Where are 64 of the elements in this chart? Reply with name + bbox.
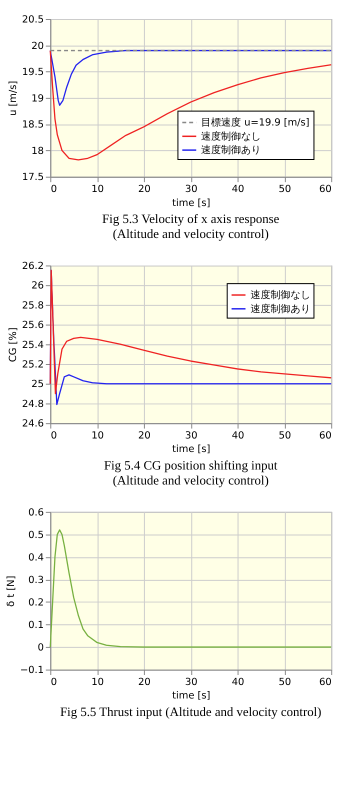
- y-tick-label: 24.8: [22, 398, 44, 410]
- x-tick-label: 50: [278, 676, 292, 688]
- x-tick-label: 0: [50, 184, 58, 196]
- line-series: [50, 50, 332, 106]
- y-tick-label: 0: [38, 642, 44, 654]
- x-tick-label: 60: [319, 430, 332, 442]
- x-tick-label: 40: [232, 430, 244, 442]
- y-tick-label: 18: [31, 146, 44, 157]
- y-tick-label: 25.8: [22, 300, 44, 312]
- legend-label: 速度制御あり: [250, 302, 310, 315]
- legend-label: 目標速度 u=19.9 [m/s]: [201, 116, 310, 128]
- y-tick-label: 26: [31, 280, 44, 292]
- y-tick-label: 0.3: [28, 574, 44, 586]
- y-tick-label: 25.6: [22, 320, 44, 332]
- x-tick-label: 20: [138, 676, 151, 688]
- x-tick-label: 10: [91, 430, 104, 442]
- legend-label: 速度制御なし: [201, 130, 262, 142]
- y-axis-title: CG [%]: [8, 327, 19, 362]
- y-axis-title: u [m/s]: [8, 80, 19, 116]
- x-axis-title: time [s]: [172, 444, 210, 456]
- y-tick-label: 19.5: [22, 67, 44, 78]
- x-tick-label: 60: [319, 676, 332, 688]
- text: (Altitude and velocity control): [112, 226, 269, 241]
- x-tick-label: 30: [184, 676, 198, 688]
- y-tick-label: 19: [31, 93, 44, 104]
- y-tick-label: 0.6: [28, 507, 44, 518]
- caption: Fig 5.5 Thrust input (Altitude and velocity control): [60, 704, 322, 719]
- y-tick-label: 0.5: [28, 530, 44, 541]
- y-tick-label: 0.4: [28, 552, 44, 564]
- text: (Altitude and velocity control): [112, 473, 269, 488]
- y-tick-label: 17.5: [22, 172, 44, 184]
- caption: Fig 5.4 CG position shifting input: [104, 458, 278, 472]
- x-tick-label: 20: [138, 430, 151, 442]
- y-axis-title: δ t [N]: [6, 576, 18, 607]
- caption: Fig 5.3 Velocity of x axis response: [102, 212, 280, 226]
- y-tick-label: 26.2: [22, 260, 44, 272]
- x-axis-title: time [s]: [172, 198, 210, 209]
- line-series: [50, 529, 332, 648]
- x-tick-label: 60: [319, 184, 332, 196]
- x-tick-label: 50: [278, 430, 292, 442]
- x-tick-label: 10: [91, 676, 104, 688]
- y-tick-label: 20.5: [22, 14, 44, 26]
- line-series: [50, 50, 332, 161]
- y-tick-label: 0.2: [28, 597, 44, 608]
- x-tick-label: 0: [50, 676, 58, 688]
- y-tick-label: −0.1: [20, 665, 44, 676]
- x-tick-label: 40: [232, 676, 244, 688]
- y-tick-label: 24.6: [22, 418, 44, 430]
- legend-label: 速度制御なし: [250, 288, 310, 301]
- x-tick-label: 40: [232, 184, 244, 196]
- x-tick-label: 10: [91, 184, 104, 196]
- y-tick-label: 25.4: [22, 340, 44, 351]
- x-tick-label: 20: [138, 184, 151, 196]
- x-tick-label: 0: [50, 430, 58, 442]
- y-tick-label: 25: [31, 379, 44, 390]
- x-tick-label: 30: [184, 184, 198, 196]
- y-tick-label: 18.5: [22, 120, 44, 131]
- y-tick-label: 20: [31, 40, 44, 52]
- x-tick-label: 50: [278, 184, 292, 196]
- y-tick-label: 0.1: [28, 620, 44, 631]
- x-axis-title: time [s]: [172, 690, 210, 702]
- legend-label: 速度制御あり: [201, 144, 262, 156]
- x-tick-label: 30: [184, 430, 198, 442]
- y-tick-label: 25.2: [22, 359, 44, 370]
